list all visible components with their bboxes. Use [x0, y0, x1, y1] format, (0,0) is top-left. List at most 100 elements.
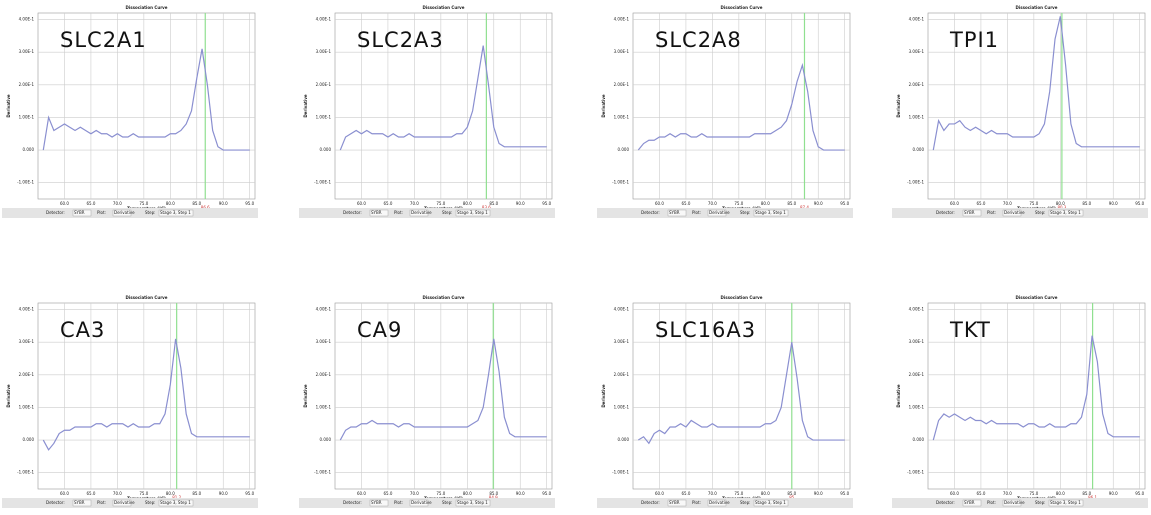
x-tick-label: 75.0	[1029, 491, 1038, 496]
dropdown[interactable]	[369, 499, 389, 507]
y-tick-label: 3.00E-1	[909, 49, 925, 54]
y-tick-label: -1.00E-1	[314, 470, 331, 475]
control-label: Step:	[145, 210, 155, 215]
dropdown[interactable]	[667, 209, 687, 217]
y-tick-label: 2.00E-1	[909, 372, 925, 377]
dropdown[interactable]	[112, 209, 132, 217]
chart-title: Dissociation Curve	[1016, 5, 1058, 10]
dropdown-value: Stage 3, Step 1	[160, 210, 191, 215]
chart-title: Dissociation Curve	[1016, 295, 1058, 300]
chart-title: Dissociation Curve	[126, 295, 168, 300]
control-label: Detector:	[936, 500, 955, 505]
y-tick-label: 1.00E-1	[316, 114, 332, 119]
x-tick-label: 85.0	[787, 491, 796, 496]
y-tick-label: 4.00E-1	[316, 17, 332, 22]
melt-curve	[339, 45, 547, 151]
y-axis-label: Derivative	[896, 384, 901, 408]
melt-curve	[932, 16, 1140, 151]
dropdown[interactable]	[1048, 499, 1084, 507]
control-label: Plot:	[394, 500, 403, 505]
y-axis-label: Derivative	[896, 94, 901, 118]
dropdown-value: SYBR	[669, 500, 680, 505]
dropdown-value: Derivative	[709, 500, 730, 505]
y-tick-label: 1.00E-1	[614, 114, 630, 119]
dropdown[interactable]	[1048, 209, 1084, 217]
x-tick-label: 75.0	[139, 491, 148, 496]
chart-title: Dissociation Curve	[721, 295, 763, 300]
y-tick-label: -1.00E-1	[612, 470, 629, 475]
dropdown[interactable]	[72, 499, 92, 507]
dropdown-value: SYBR	[964, 500, 975, 505]
y-tick-label: 0.000	[913, 147, 925, 152]
dropdown[interactable]	[1002, 209, 1022, 217]
y-tick-label: 1.00E-1	[19, 404, 35, 409]
dropdown[interactable]	[1002, 499, 1022, 507]
x-tick-label: 80.0	[1056, 201, 1065, 206]
dropdown[interactable]	[409, 499, 429, 507]
dropdown[interactable]	[455, 209, 491, 217]
x-tick-label: 65.0	[86, 491, 95, 496]
x-tick-label: 70.0	[113, 201, 122, 206]
x-tick-label: 70.0	[708, 201, 717, 206]
dropdown[interactable]	[707, 209, 727, 217]
dropdown[interactable]	[707, 499, 727, 507]
dropdown[interactable]	[962, 209, 982, 217]
y-tick-label: 0.000	[23, 147, 35, 152]
y-tick-label: 0.000	[618, 437, 630, 442]
control-label: Step:	[1035, 210, 1045, 215]
dropdown[interactable]	[667, 499, 687, 507]
y-tick-label: 3.00E-1	[19, 49, 35, 54]
y-tick-label: 2.00E-1	[909, 82, 925, 87]
x-tick-label: 90.0	[516, 491, 525, 496]
control-label: Detector:	[343, 500, 362, 505]
dropdown[interactable]	[158, 499, 194, 507]
tm-label: 80.3	[1057, 205, 1066, 210]
dropdown[interactable]	[455, 499, 491, 507]
x-tick-label: 80.0	[463, 201, 472, 206]
melt-curve	[637, 342, 845, 445]
gene-label: SLC16A3	[655, 318, 756, 342]
x-tick-label: 95.0	[1135, 491, 1144, 496]
dropdown-value: SYBR	[669, 210, 680, 215]
y-tick-label: -1.00E-1	[612, 180, 629, 185]
tm-label: 83.6	[482, 205, 491, 210]
x-tick-label: 65.0	[976, 491, 985, 496]
control-label: Plot:	[394, 210, 403, 215]
dropdown-value: Stage 3, Step 1	[755, 500, 786, 505]
dropdown[interactable]	[753, 499, 789, 507]
y-tick-label: 4.00E-1	[909, 17, 925, 22]
y-tick-label: 3.00E-1	[909, 339, 925, 344]
x-tick-label: 95.0	[542, 201, 551, 206]
y-tick-label: 2.00E-1	[614, 372, 630, 377]
x-tick-label: 95.0	[840, 201, 849, 206]
y-tick-label: 0.000	[320, 437, 332, 442]
dropdown[interactable]	[753, 209, 789, 217]
dropdown-value: Derivative	[411, 500, 432, 505]
y-tick-label: 2.00E-1	[614, 82, 630, 87]
dropdown-value: SYBR	[371, 210, 382, 215]
control-label: Plot:	[987, 210, 996, 215]
x-tick-label: 60.0	[655, 491, 664, 496]
dropdown-value: Derivative	[411, 210, 432, 215]
dropdown[interactable]	[962, 499, 982, 507]
tm-label: 81.2	[172, 495, 181, 500]
y-tick-label: 1.00E-1	[316, 404, 332, 409]
x-tick-label: 75.0	[734, 201, 743, 206]
x-tick-label: 80.0	[1056, 491, 1065, 496]
melt-curve	[932, 335, 1140, 441]
x-tick-label: 75.0	[436, 491, 445, 496]
dropdown[interactable]	[369, 209, 389, 217]
x-tick-label: 70.0	[410, 201, 419, 206]
dropdown[interactable]	[112, 499, 132, 507]
dropdown-value: Stage 3, Step 1	[160, 500, 191, 505]
y-tick-label: 3.00E-1	[316, 49, 332, 54]
x-tick-label: 70.0	[1003, 201, 1012, 206]
y-tick-label: 0.000	[618, 147, 630, 152]
dropdown-value: Derivative	[114, 210, 135, 215]
y-tick-label: 3.00E-1	[614, 49, 630, 54]
dropdown[interactable]	[72, 209, 92, 217]
dropdown[interactable]	[158, 209, 194, 217]
y-tick-label: 3.00E-1	[316, 339, 332, 344]
dropdown[interactable]	[409, 209, 429, 217]
